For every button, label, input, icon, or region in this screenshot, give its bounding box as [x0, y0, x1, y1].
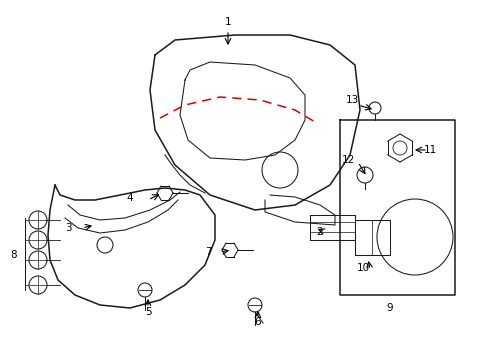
Text: 5: 5 [144, 307, 151, 317]
Circle shape [368, 102, 380, 114]
Circle shape [247, 298, 262, 312]
Text: 7: 7 [204, 247, 211, 257]
Text: 13: 13 [345, 95, 358, 105]
Text: 3: 3 [64, 223, 71, 233]
Text: 6: 6 [254, 317, 261, 327]
Text: 2: 2 [316, 227, 323, 237]
Text: 12: 12 [341, 155, 354, 165]
Circle shape [138, 283, 152, 297]
Text: 4: 4 [126, 193, 133, 203]
Text: 9: 9 [386, 303, 392, 313]
Circle shape [29, 231, 47, 249]
Circle shape [29, 211, 47, 229]
Text: 8: 8 [11, 250, 17, 260]
Text: 10: 10 [356, 263, 369, 273]
Circle shape [29, 251, 47, 269]
Text: 1: 1 [224, 17, 231, 27]
Circle shape [29, 276, 47, 294]
Text: 11: 11 [423, 145, 436, 155]
